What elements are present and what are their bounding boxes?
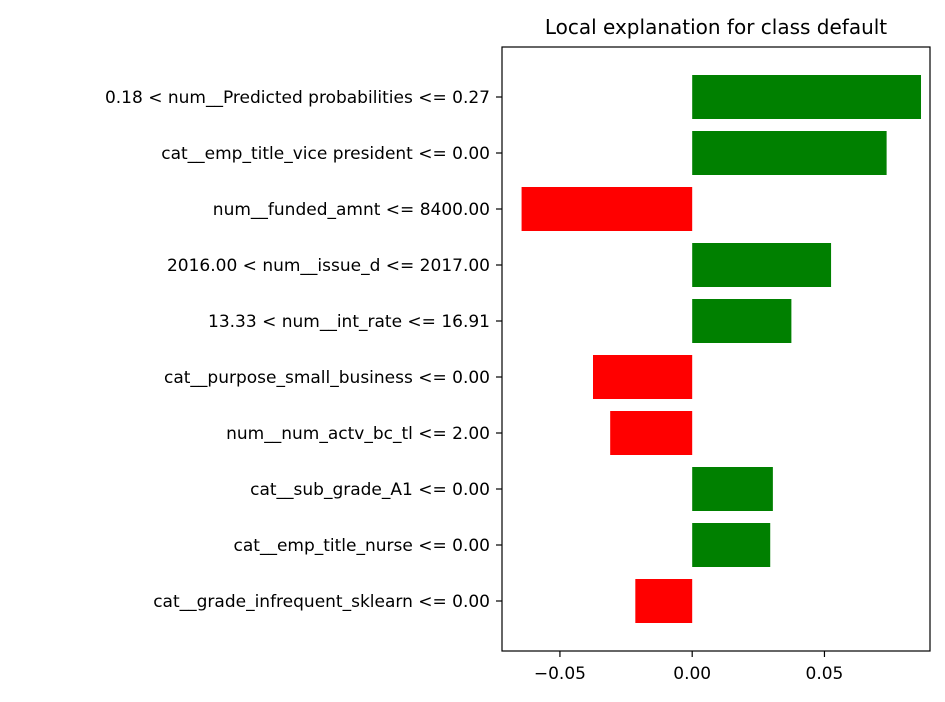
bar-6 [610, 411, 693, 455]
x-tick-label-1: 0.00 [673, 664, 711, 684]
chart-title: Local explanation for class default [545, 15, 887, 39]
category-label-2: num__funded_amnt <= 8400.00 [213, 200, 490, 220]
category-label-3: 2016.00 < num__issue_d <= 2017.00 [167, 256, 490, 276]
x-tick-label-0: −0.05 [534, 664, 586, 684]
bar-9 [635, 579, 693, 623]
bar-7 [692, 467, 773, 511]
x-tick-label-2: 0.05 [806, 664, 844, 684]
category-label-9: cat__grade_infrequent_sklearn <= 0.00 [153, 592, 490, 612]
category-label-1: cat__emp_title_vice president <= 0.00 [161, 144, 490, 164]
x-axis: −0.05 0.00 0.05 [534, 651, 844, 684]
bars-layer [521, 75, 922, 623]
category-label-5: cat__purpose_small_business <= 0.00 [164, 368, 490, 388]
bar-5 [592, 355, 693, 399]
plot-frame [501, 46, 931, 652]
category-label-0: 0.18 < num__Predicted probabilities <= 0… [105, 88, 490, 108]
bar-2 [521, 187, 693, 231]
bar-1 [692, 131, 887, 175]
bar-8 [692, 523, 771, 567]
bar-3 [692, 243, 832, 287]
category-labels-layer: 0.18 < num__Predicted probabilities <= 0… [105, 88, 502, 612]
category-label-4: 13.33 < num__int_rate <= 16.91 [208, 312, 490, 332]
bar-0 [692, 75, 922, 119]
category-label-7: cat__sub_grade_A1 <= 0.00 [250, 480, 490, 500]
category-label-6: num__num_actv_bc_tl <= 2.00 [226, 424, 490, 444]
bar-4 [692, 299, 792, 343]
category-label-8: cat__emp_title_nurse <= 0.00 [234, 536, 490, 556]
